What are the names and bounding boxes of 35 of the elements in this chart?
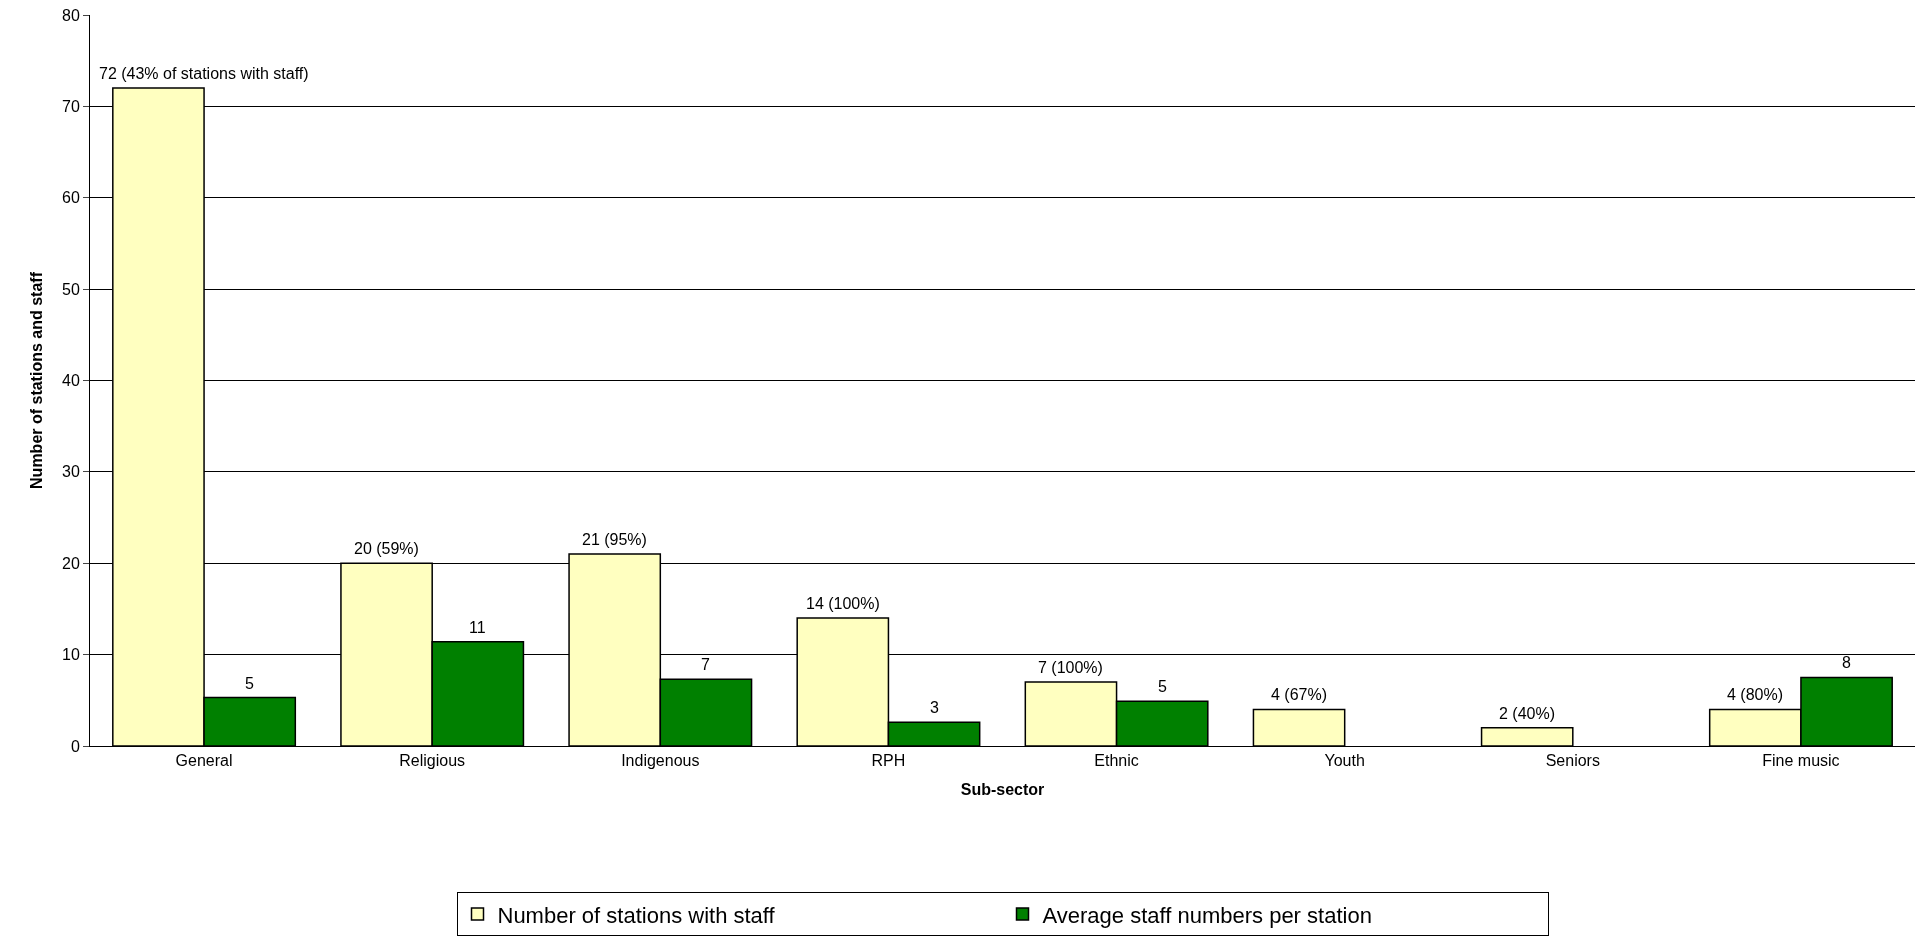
y-tick-label: 80 [62,6,80,24]
data-label: 3 [930,699,939,716]
data-label: 21 (95%) [582,531,647,548]
y-tick-label: 70 [62,97,80,115]
data-label: 72 (43% of stations with staff) [99,65,309,82]
y-tick-label: 40 [62,372,80,390]
y-tick-label: 20 [62,554,80,572]
data-label: 4 (67%) [1271,686,1328,703]
data-label: 5 [1158,678,1167,695]
data-label: 14 (100%) [806,595,880,612]
y-tick-label: 30 [62,463,80,481]
y-tick-label: 0 [70,737,80,755]
data-label: 7 [701,656,710,673]
data-label: 7 (100%) [1038,659,1103,676]
y-axis-title: Number of stations and staff [27,271,45,489]
data-label: 11 [469,619,486,636]
data-label: 8 [1842,654,1851,671]
x-axis-title: Sub-sector [960,780,1045,798]
data-label: 2 (40%) [1499,705,1556,722]
x-tick-label: Religious [399,752,466,770]
data-label: 4 (80%) [1727,686,1784,703]
y-tick-label: 10 [62,646,80,664]
data-label: 20 (59%) [354,540,419,557]
x-tick-label: Indigenous [621,752,700,770]
x-tick-label: General [175,752,233,770]
y-tick-label: 60 [62,189,80,207]
x-tick-label: Youth [1324,752,1365,770]
legend-label: Average staff numbers per station [1042,902,1372,928]
x-tick-label: Fine music [1762,752,1840,770]
x-tick-label: RPH [871,752,906,770]
data-label: 5 [245,675,254,692]
x-tick-label: Seniors [1545,752,1600,770]
x-tick-label: Ethnic [1094,752,1139,770]
legend-label: Number of stations with staff [497,902,776,928]
y-tick-label: 50 [62,280,80,298]
